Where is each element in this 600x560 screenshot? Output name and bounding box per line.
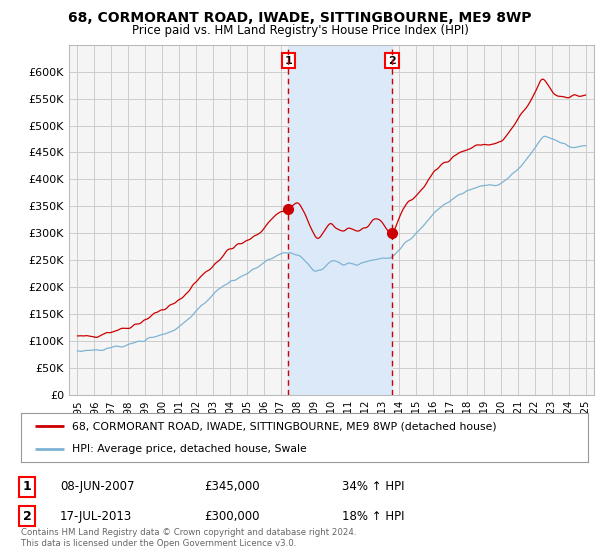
Text: 08-JUN-2007: 08-JUN-2007 [60, 480, 134, 493]
Text: 68, CORMORANT ROAD, IWADE, SITTINGBOURNE, ME9 8WP (detached house): 68, CORMORANT ROAD, IWADE, SITTINGBOURNE… [72, 421, 497, 431]
Text: £345,000: £345,000 [204, 480, 260, 493]
Text: 1: 1 [23, 480, 31, 493]
Text: 2: 2 [23, 510, 31, 523]
Text: 17-JUL-2013: 17-JUL-2013 [60, 510, 132, 523]
Bar [289, 45, 392, 395]
Text: HPI: Average price, detached house, Swale: HPI: Average price, detached house, Swal… [72, 444, 307, 454]
Text: Contains HM Land Registry data © Crown copyright and database right 2024.
This d: Contains HM Land Registry data © Crown c… [21, 528, 356, 548]
Text: 34% ↑ HPI: 34% ↑ HPI [342, 480, 404, 493]
Text: 18% ↑ HPI: 18% ↑ HPI [342, 510, 404, 523]
Text: 1: 1 [284, 55, 292, 66]
Text: 68, CORMORANT ROAD, IWADE, SITTINGBOURNE, ME9 8WP: 68, CORMORANT ROAD, IWADE, SITTINGBOURNE… [68, 11, 532, 25]
Text: Price paid vs. HM Land Registry's House Price Index (HPI): Price paid vs. HM Land Registry's House … [131, 24, 469, 36]
Text: 2: 2 [388, 55, 396, 66]
Text: £300,000: £300,000 [204, 510, 260, 523]
